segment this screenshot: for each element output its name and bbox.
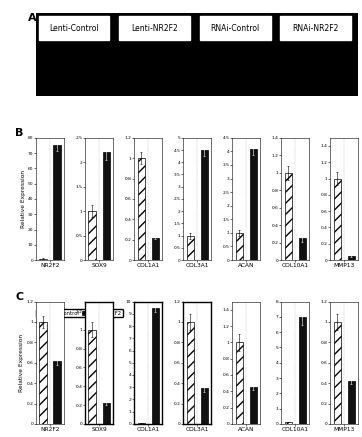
Text: Lenti-Control: Lenti-Control (49, 24, 99, 33)
Bar (138, 158, 145, 260)
Text: RNAi-NR2F2: RNAi-NR2F2 (292, 24, 339, 33)
Bar (299, 238, 306, 260)
Bar (138, 423, 145, 424)
Bar (39, 259, 47, 260)
Bar (186, 322, 194, 424)
Text: C: C (15, 292, 23, 302)
Bar (280, 17, 351, 40)
Text: Lenti-NR2F2: Lenti-NR2F2 (131, 24, 178, 33)
Bar (285, 422, 292, 424)
Text: A: A (28, 13, 37, 23)
Bar (102, 153, 110, 260)
Bar (348, 256, 355, 260)
Bar (348, 381, 355, 424)
Bar (119, 17, 190, 40)
Y-axis label: Relative Expression: Relative Expression (20, 334, 25, 392)
Bar (39, 322, 47, 424)
Bar (201, 388, 208, 424)
Bar (102, 403, 110, 424)
Bar (249, 387, 257, 424)
Bar (54, 146, 61, 260)
Text: B: B (15, 128, 24, 138)
Bar (54, 361, 61, 424)
Bar (186, 236, 194, 260)
Bar (88, 211, 96, 260)
Bar (334, 179, 341, 260)
Bar (152, 238, 159, 260)
Bar (39, 17, 109, 40)
Bar (249, 149, 257, 260)
Y-axis label: Relative Expression: Relative Expression (21, 170, 26, 228)
Bar (152, 308, 159, 424)
Bar (201, 150, 208, 260)
Bar (88, 330, 96, 424)
Bar (334, 322, 341, 424)
Text: RNAi-Control: RNAi-Control (211, 24, 260, 33)
Bar (299, 317, 306, 424)
Bar (200, 17, 270, 40)
Bar (285, 173, 292, 260)
Bar (236, 233, 243, 260)
Bar (236, 342, 243, 424)
Legend: Lenti-Control, Lenti-NR2F2: Lenti-Control, Lenti-NR2F2 (36, 309, 123, 317)
